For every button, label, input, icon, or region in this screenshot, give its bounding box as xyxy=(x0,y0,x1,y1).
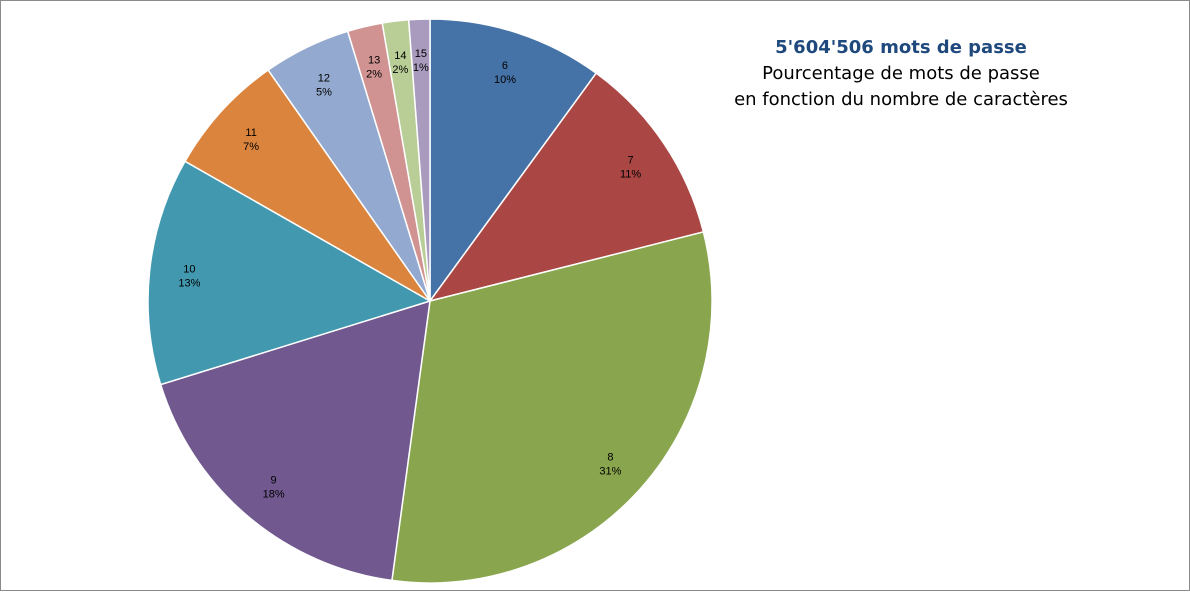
slice-label-6: 6 xyxy=(502,60,508,72)
slice-percent-6: 10% xyxy=(494,74,516,86)
slice-label-13: 13 xyxy=(368,55,380,67)
pie-slice-15 xyxy=(407,18,431,302)
slice-percent-13: 2% xyxy=(366,69,382,81)
chart-title: 5'604'506 mots de passe xyxy=(775,37,1027,58)
slice-label-12: 12 xyxy=(318,72,330,84)
slice-label-9: 9 xyxy=(271,475,277,487)
slice-label-11: 11 xyxy=(245,127,256,139)
pie-slice-11 xyxy=(184,69,431,302)
slice-label-14: 14 xyxy=(394,50,406,62)
slice-percent-11: 7% xyxy=(243,141,259,153)
pie-slice-8 xyxy=(391,231,713,584)
slice-label-8: 8 xyxy=(607,451,613,463)
slice-percent-7: 11% xyxy=(620,169,641,181)
slice-label-15: 15 xyxy=(415,48,427,60)
slice-label-10: 10 xyxy=(183,264,195,276)
slice-percent-12: 5% xyxy=(316,86,332,98)
chart-subtitle-line-2: en fonction du nombre de caractères xyxy=(734,89,1068,110)
slice-label-7: 7 xyxy=(627,155,633,167)
slice-percent-14: 2% xyxy=(392,64,408,76)
chart-subtitle-line-1: Pourcentage de mots de passe xyxy=(762,63,1040,84)
pie-slice-6 xyxy=(429,18,598,304)
pie-slice-7 xyxy=(428,72,705,303)
chart-title-block: 5'604'506 mots de passe Pourcentage de m… xyxy=(701,35,1101,113)
slice-percent-8: 31% xyxy=(599,465,621,477)
slice-percent-10: 13% xyxy=(178,278,200,290)
slice-percent-15: 1% xyxy=(413,62,429,74)
pie-slice-10 xyxy=(147,160,432,386)
pie-slice-9 xyxy=(159,299,431,582)
slice-percent-9: 18% xyxy=(263,489,285,501)
